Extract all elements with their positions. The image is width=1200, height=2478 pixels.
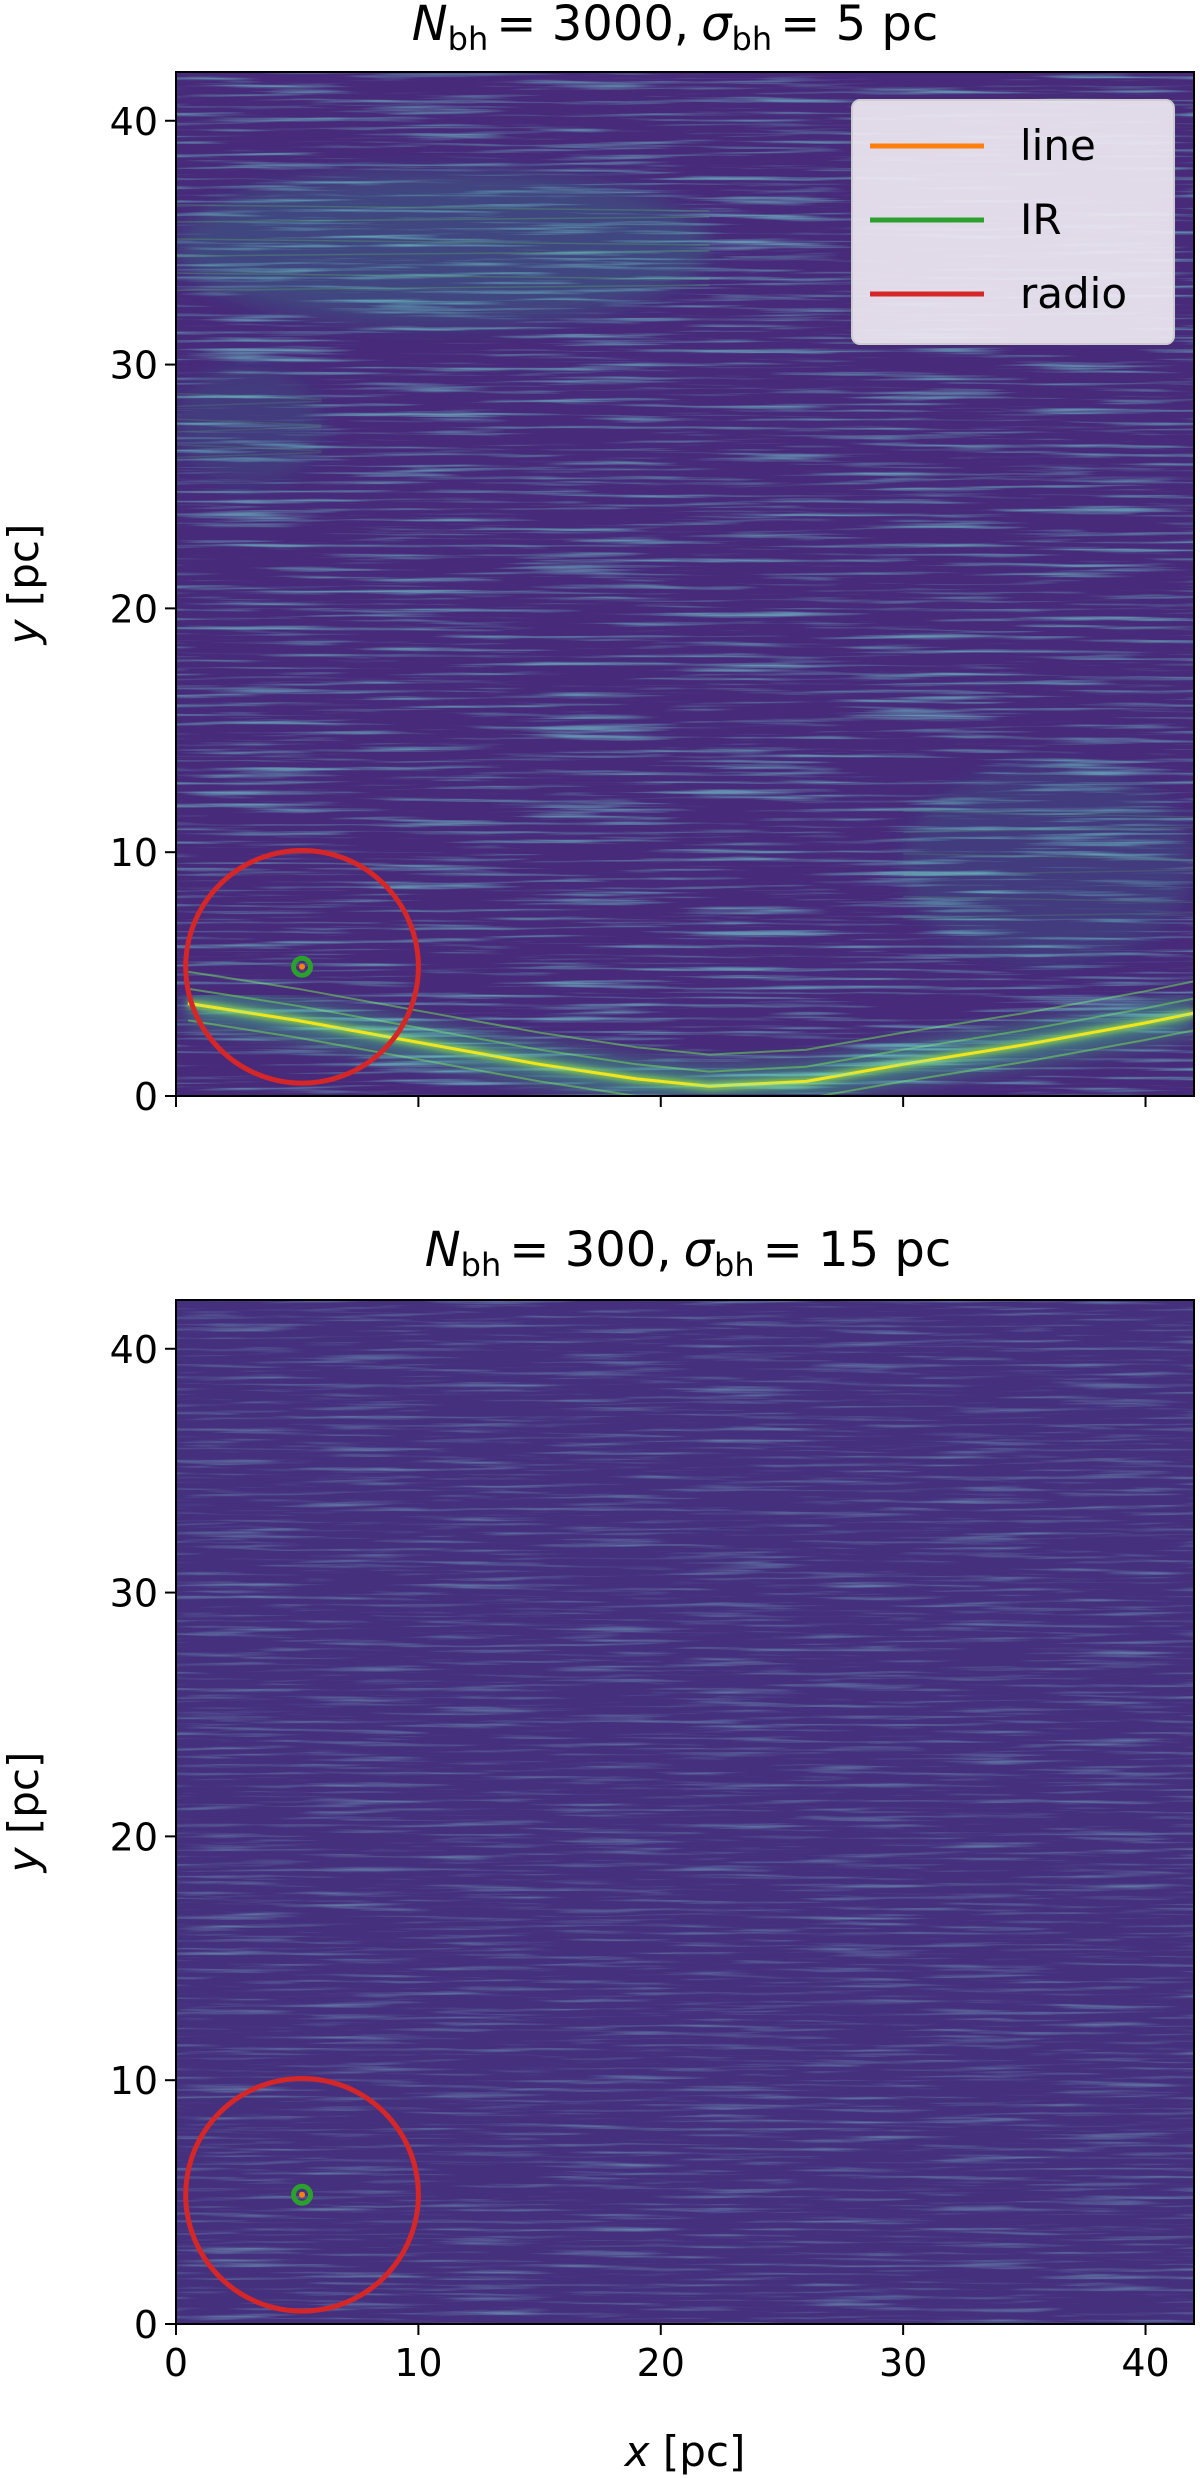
y-label-unit: [pc]: [0, 1752, 48, 1848]
plot-frame-bottom: [175, 1299, 1195, 2325]
x-tick-label: 30: [879, 2341, 927, 2385]
ir-circle: [291, 2183, 314, 2206]
ir-circle: [291, 955, 314, 978]
y-tick-label: 40: [110, 1328, 158, 1372]
y-tick-label: 20: [110, 1815, 158, 1859]
radio-circle: [183, 847, 421, 1086]
title-sigma-value: = 5 pc: [780, 0, 938, 52]
panel-bottom-title: Nbh = 300, σbh = 15 pc: [425, 1222, 952, 1284]
title-n-value: = 3000,: [496, 0, 689, 52]
title-sigma-subscript: bh: [714, 1246, 755, 1284]
title-sigma-value: = 15 pc: [763, 1222, 952, 1278]
markers: [183, 847, 421, 1086]
y-tick-label: 10: [110, 2059, 158, 2103]
y-label-unit: [pc]: [0, 524, 48, 620]
y-axis-label-top: y [pc]: [0, 524, 48, 647]
y-axis-label-bottom: y [pc]: [0, 1752, 48, 1875]
y-tick-label: 40: [110, 100, 158, 144]
line-marker: [299, 963, 306, 970]
y-tick-label: 30: [110, 344, 158, 388]
x-axis-top: [175, 1096, 1147, 1107]
y-axis-top: 0 10 20 30 40: [110, 100, 176, 1119]
panel-top-title: Nbh = 3000, σbh = 5 pc: [412, 0, 939, 58]
x-label-var: x: [623, 2427, 651, 2476]
x-tick-label: 10: [394, 2341, 442, 2385]
plot-area-bottom: [176, 1300, 1194, 2324]
markers: [183, 2075, 421, 2314]
y-tick-label: 10: [110, 831, 158, 875]
plot-frame-top: [175, 71, 1195, 1097]
line-marker: [299, 2191, 306, 2198]
title-n-subscript: bh: [448, 20, 489, 58]
y-axis-bottom: 0 10 20 30 40: [110, 1328, 176, 2347]
y-tick-label: 30: [110, 1572, 158, 1616]
title-n-value: = 300,: [509, 1222, 671, 1278]
y-tick-label: 0: [134, 2303, 158, 2347]
x-label-unit: [pc]: [649, 2427, 745, 2476]
x-tick-label: 40: [1121, 2341, 1169, 2385]
title-sigma-symbol: σ: [701, 0, 733, 52]
y-tick-label: 20: [110, 587, 158, 631]
y-tick-label: 0: [134, 1075, 158, 1119]
heatmap-streak-texture: [176, 1300, 1194, 2324]
title-n-subscript: bh: [461, 1246, 502, 1284]
legend-label-radio: radio: [1020, 269, 1127, 318]
legend-label-line: line: [1020, 121, 1096, 170]
title-sigma-symbol: σ: [684, 1222, 716, 1278]
title-n-symbol: N: [412, 0, 448, 52]
legend-label-ir: IR: [1020, 195, 1062, 244]
legend-box: [851, 99, 1175, 345]
title-sigma-subscript: bh: [732, 20, 773, 58]
y-label-var: y: [0, 618, 48, 646]
x-tick-label: 20: [637, 2341, 685, 2385]
legend: line IR radio: [851, 99, 1175, 345]
x-axis-bottom: 0 10 20 30 40: [164, 2324, 1170, 2385]
y-label-var: y: [0, 1846, 48, 1874]
x-tick-label: 0: [164, 2341, 188, 2385]
radio-circle: [183, 2075, 421, 2314]
title-n-symbol: N: [425, 1222, 461, 1278]
x-axis-label-bottom: x [pc]: [623, 2427, 746, 2476]
